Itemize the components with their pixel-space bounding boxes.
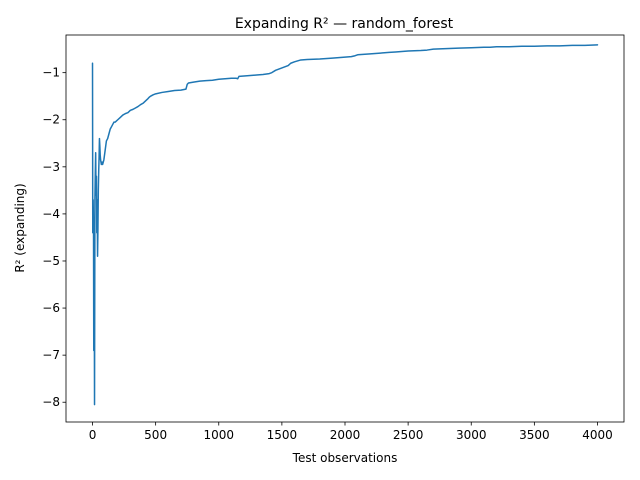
y-tick-label: −4 [42,207,60,221]
x-tick-label: 500 [144,428,167,442]
x-tick-label: 1500 [267,428,298,442]
y-tick-label: −8 [42,395,60,409]
x-axis-label: Test observations [292,451,398,465]
y-axis-label: R² (expanding) [13,183,27,272]
y-tick-label: −6 [42,301,60,315]
y-tick-label: −2 [42,113,60,127]
series-group [91,44,599,406]
series-line [91,44,599,406]
x-tick-label: 4000 [582,428,613,442]
x-axis: 0 500 1000 1500 2000 2500 3000 3500 4000 [89,422,613,442]
x-tick-label: 1000 [203,428,234,442]
x-tick-label: 3000 [456,428,487,442]
y-tick-label: −5 [42,254,60,268]
y-axis: −1 −2 −3 −4 −5 −6 −7 −8 [42,66,66,409]
x-tick-label: 3500 [519,428,550,442]
x-tick-label: 2500 [393,428,424,442]
y-tick-label: −3 [42,160,60,174]
x-tick-label: 2000 [330,428,361,442]
x-tick-label: 0 [89,428,97,442]
chart-title: Expanding R² — random_forest [235,16,454,32]
y-tick-label: −1 [42,66,60,80]
y-tick-label: −7 [42,348,60,362]
